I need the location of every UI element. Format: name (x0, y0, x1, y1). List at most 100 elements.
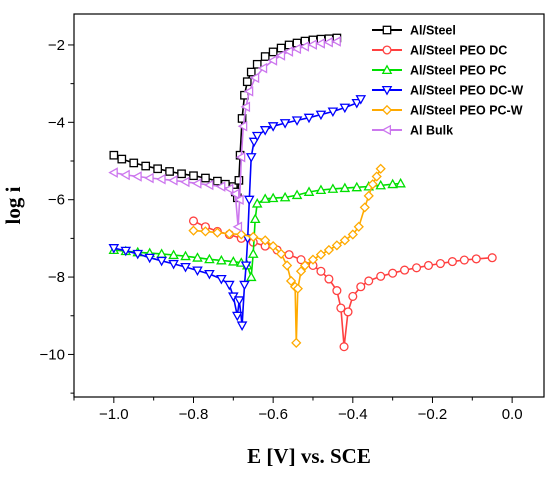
data-point (247, 248, 259, 258)
x-tick-label: −0.2 (418, 406, 448, 423)
data-point (292, 283, 303, 294)
legend-label: Al/Steel PEO DC-W (410, 84, 523, 98)
data-point (259, 126, 271, 136)
data-point (132, 249, 144, 260)
data-point (248, 137, 260, 148)
data-point (204, 253, 215, 264)
data-point (359, 202, 370, 213)
data-point (201, 173, 210, 183)
data-point (291, 116, 303, 126)
data-point (395, 177, 406, 188)
data-point (165, 167, 174, 176)
data-point (327, 183, 339, 193)
data-point (351, 181, 363, 192)
data-point (240, 101, 251, 113)
data-point (188, 216, 199, 226)
data-point (291, 43, 302, 55)
data-point (223, 183, 234, 195)
data-point (179, 176, 190, 188)
data-point (144, 172, 154, 184)
data-point (200, 226, 211, 237)
x-tick-label: −1.0 (99, 406, 129, 423)
data-point (204, 269, 215, 280)
data-point (295, 266, 307, 277)
data-point (339, 342, 349, 352)
data-point (447, 257, 457, 267)
data-point (108, 244, 120, 254)
data-point (192, 266, 203, 277)
data-point (347, 229, 358, 240)
series-line (113, 37, 337, 199)
legend-label: Al Bulk (410, 124, 453, 138)
data-point (233, 296, 245, 306)
data-point (376, 271, 386, 281)
data-point (251, 198, 263, 208)
data-point (339, 182, 351, 193)
data-point (459, 255, 469, 265)
data-point (351, 98, 363, 109)
data-point (213, 176, 222, 186)
data-point (239, 280, 250, 291)
legend-item: Al/Steel (372, 24, 456, 38)
data-point (257, 62, 268, 74)
plot-frame (73, 13, 545, 398)
data-point (132, 171, 142, 182)
data-point (315, 184, 327, 195)
data-point (243, 195, 255, 206)
data-point (242, 77, 252, 87)
data-point (375, 163, 386, 174)
data-point (259, 193, 271, 203)
data-point (364, 276, 374, 286)
legend-marker (381, 124, 392, 136)
data-point (224, 228, 235, 239)
data-point (189, 171, 198, 181)
data-point (331, 240, 343, 251)
data-point (251, 131, 263, 142)
data-point (129, 158, 139, 168)
data-point (177, 169, 186, 179)
series-line (193, 168, 382, 344)
data-point (108, 167, 118, 178)
data-point (276, 43, 286, 53)
data-point (234, 176, 244, 185)
data-point (237, 114, 247, 123)
data-point (109, 150, 119, 160)
data-point (339, 235, 350, 246)
data-point (400, 265, 410, 275)
data-point (323, 36, 333, 48)
legend-label: Al/Steel PEO PC (410, 64, 507, 78)
data-point (246, 67, 256, 77)
data-point (348, 291, 358, 301)
data-point (316, 266, 326, 276)
data-point (285, 275, 297, 287)
data-point (234, 194, 244, 206)
y-tick-label: −2 (48, 37, 65, 54)
data-point (260, 235, 271, 246)
data-point (283, 46, 294, 57)
ticks-layer: −1.0 −0.8 −0.6 −0.4 −0.2 0.0 −10 −8 −6 −4 −2 (40, 37, 523, 423)
data-point (240, 261, 252, 272)
data-point (188, 225, 199, 236)
data-point (117, 154, 127, 164)
data-point (236, 229, 247, 240)
y-tick-label: −10 (40, 346, 65, 363)
legend-marker (382, 25, 392, 35)
data-point (120, 246, 132, 257)
data-point (315, 110, 327, 121)
data-point (388, 268, 398, 278)
data-point (168, 175, 178, 186)
data-point (141, 161, 151, 171)
y-axis-title: log i (1, 186, 25, 224)
data-point (191, 178, 202, 189)
y-tick-label: −6 (48, 192, 65, 209)
data-point (291, 337, 302, 348)
data-point (363, 190, 374, 201)
data-point (156, 256, 167, 267)
legend-marker (382, 45, 392, 55)
data-point (268, 47, 278, 57)
data-point (243, 86, 254, 97)
data-point (279, 191, 291, 202)
data-point (387, 178, 398, 189)
data-point (291, 189, 303, 200)
